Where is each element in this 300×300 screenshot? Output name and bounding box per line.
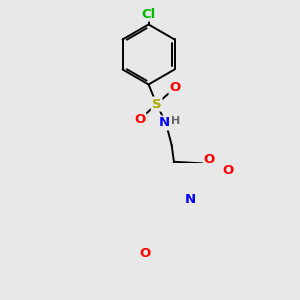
Text: H: H bbox=[171, 116, 180, 126]
Text: O: O bbox=[222, 164, 234, 177]
Text: O: O bbox=[169, 81, 181, 94]
Text: S: S bbox=[152, 98, 161, 111]
Text: N: N bbox=[159, 116, 170, 130]
Text: Cl: Cl bbox=[141, 8, 156, 21]
Text: N: N bbox=[184, 193, 195, 206]
Text: O: O bbox=[204, 153, 215, 166]
Text: O: O bbox=[134, 113, 146, 126]
Text: O: O bbox=[140, 247, 151, 260]
